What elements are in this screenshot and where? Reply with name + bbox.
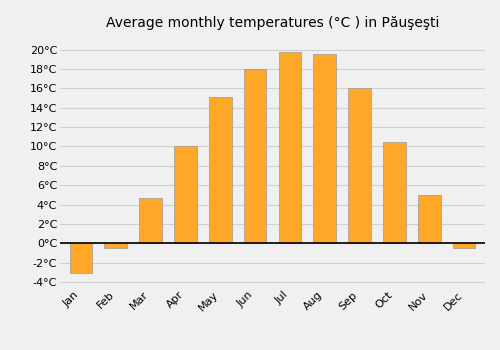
Bar <box>140 198 162 243</box>
Bar <box>244 69 266 243</box>
Bar <box>383 142 406 243</box>
Bar <box>278 52 301 243</box>
Bar <box>104 243 127 248</box>
Title: Average monthly temperatures (°C ) in Păuşeşti: Average monthly temperatures (°C ) in Pă… <box>106 16 439 30</box>
Bar <box>209 97 232 243</box>
Bar <box>453 243 475 248</box>
Bar <box>418 195 440 243</box>
Bar <box>174 146 197 243</box>
Bar <box>314 54 336 243</box>
Bar <box>70 243 92 273</box>
Bar <box>348 88 371 243</box>
